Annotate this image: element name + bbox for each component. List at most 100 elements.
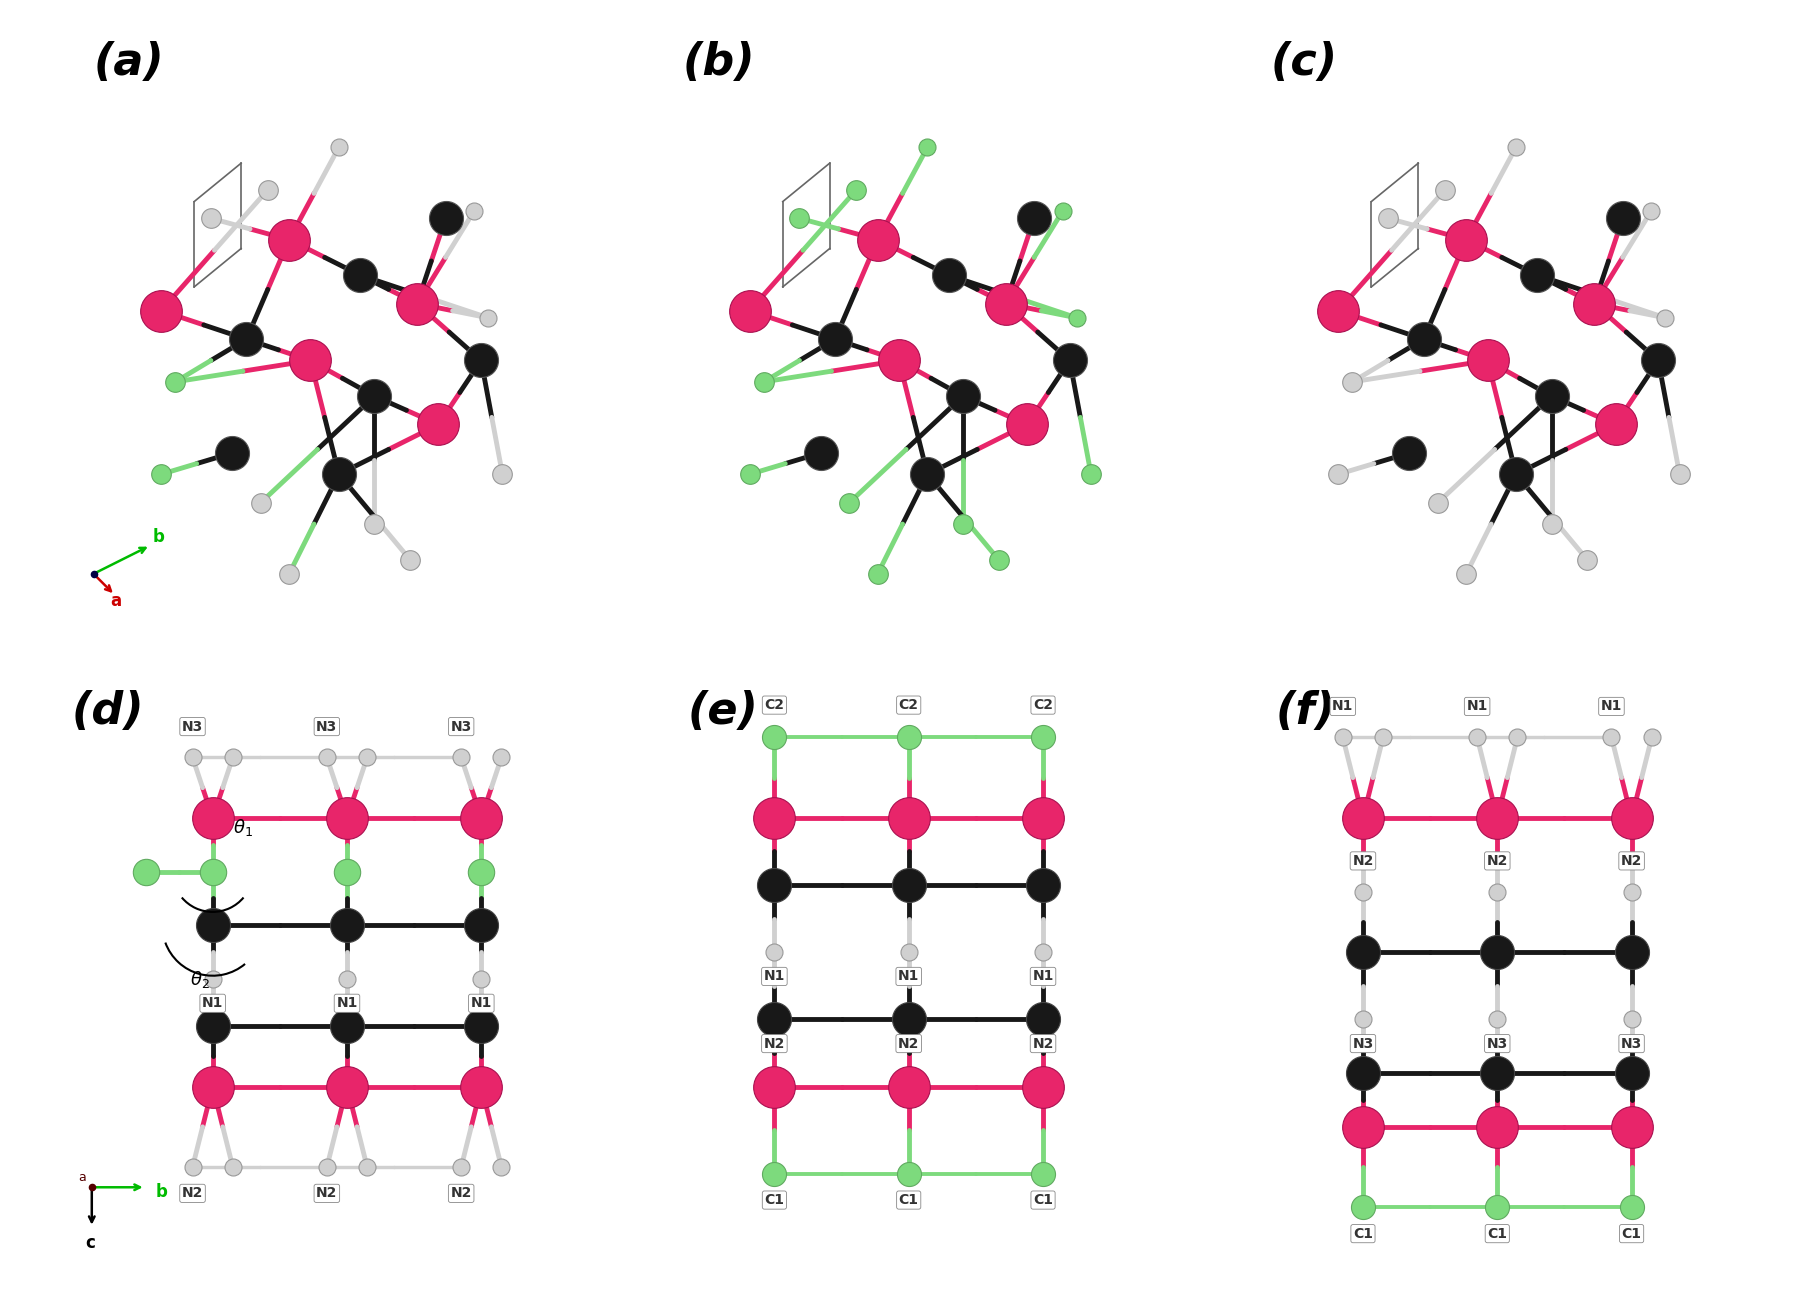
Point: [1483, 1063, 1512, 1084]
Point: [360, 385, 389, 406]
Point: [1056, 350, 1085, 371]
Point: [275, 229, 304, 250]
Point: [1029, 727, 1058, 748]
Point: [1637, 201, 1666, 222]
Point: [1617, 942, 1646, 963]
Text: N1: N1: [1032, 970, 1054, 983]
Text: N2: N2: [317, 1187, 337, 1201]
Point: [750, 372, 779, 393]
Point: [232, 328, 261, 350]
Point: [467, 915, 496, 936]
Point: [1617, 1063, 1646, 1084]
Text: $\theta_2$: $\theta_2$: [190, 968, 210, 989]
Point: [1327, 727, 1356, 748]
Point: [895, 807, 924, 828]
Point: [80, 564, 109, 585]
Point: [311, 1156, 340, 1177]
Point: [1617, 882, 1646, 903]
Point: [487, 1156, 516, 1177]
Point: [761, 727, 790, 748]
Text: C2: C2: [1032, 698, 1052, 712]
Text: a: a: [78, 1171, 87, 1184]
Text: N2: N2: [451, 1187, 473, 1201]
Point: [784, 208, 813, 229]
Point: [1617, 1197, 1646, 1218]
Point: [467, 968, 496, 989]
Point: [197, 915, 226, 936]
Point: [1501, 464, 1530, 485]
Point: [949, 514, 978, 535]
Point: [864, 229, 893, 250]
Point: [246, 493, 275, 514]
Point: [895, 727, 924, 748]
Text: N1: N1: [764, 970, 786, 983]
Point: [1483, 942, 1512, 963]
Point: [147, 464, 176, 485]
Point: [1063, 307, 1092, 328]
Point: [333, 807, 362, 828]
Point: [467, 1016, 496, 1037]
Point: [1431, 179, 1460, 200]
Point: [197, 861, 226, 882]
Point: [197, 807, 226, 828]
Point: [1349, 1009, 1378, 1030]
Text: c: c: [85, 1234, 94, 1252]
Point: [1349, 807, 1378, 828]
Point: [983, 549, 1012, 570]
Point: [913, 464, 942, 485]
Point: [1409, 328, 1438, 350]
Point: [1483, 807, 1512, 828]
Point: [1012, 414, 1041, 435]
Text: (a): (a): [94, 41, 165, 84]
Point: [1349, 882, 1378, 903]
Text: N1: N1: [1333, 699, 1353, 714]
Point: [1029, 807, 1058, 828]
Text: C1: C1: [764, 1193, 784, 1208]
Text: N3: N3: [317, 720, 337, 733]
Point: [254, 179, 283, 200]
Point: [447, 746, 476, 767]
Point: [424, 414, 453, 435]
Text: (f): (f): [1275, 690, 1337, 733]
Text: N1: N1: [203, 996, 223, 1010]
Text: N3: N3: [1353, 1037, 1373, 1051]
Point: [1349, 1197, 1378, 1218]
Point: [1617, 1117, 1646, 1138]
Point: [333, 1016, 362, 1037]
Text: (b): (b): [683, 41, 755, 84]
Point: [219, 1156, 248, 1177]
Point: [1076, 464, 1105, 485]
Point: [346, 264, 375, 285]
Text: C2: C2: [898, 698, 918, 712]
Text: N2: N2: [1621, 854, 1643, 869]
Point: [431, 208, 460, 229]
Point: [1652, 307, 1681, 328]
Point: [217, 443, 246, 464]
Point: [467, 807, 496, 828]
Point: [895, 1009, 924, 1030]
Point: [1617, 807, 1646, 828]
Point: [467, 1076, 496, 1097]
Text: N3: N3: [1621, 1037, 1643, 1051]
Point: [761, 1163, 790, 1184]
Point: [761, 942, 790, 963]
Text: b: b: [156, 1184, 167, 1201]
Point: [1029, 875, 1058, 896]
Text: $\theta_1$: $\theta_1$: [234, 817, 254, 838]
Text: N1: N1: [898, 970, 920, 983]
Point: [78, 1177, 107, 1198]
Text: (d): (d): [72, 690, 145, 733]
Text: N3: N3: [1487, 1037, 1509, 1051]
Point: [1483, 882, 1512, 903]
Text: C2: C2: [764, 698, 784, 712]
Point: [884, 350, 913, 371]
Point: [161, 372, 190, 393]
Point: [219, 746, 248, 767]
Point: [913, 137, 942, 158]
Point: [1523, 264, 1552, 285]
Point: [1597, 727, 1626, 748]
Point: [1483, 1197, 1512, 1218]
Point: [1029, 942, 1058, 963]
Point: [842, 179, 871, 200]
Point: [1338, 372, 1367, 393]
